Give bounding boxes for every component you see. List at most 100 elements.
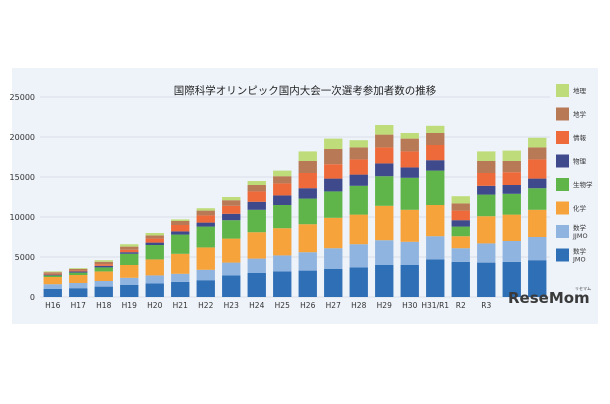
bar-segment bbox=[451, 196, 470, 204]
bar-segment bbox=[298, 270, 317, 297]
legend-swatch bbox=[556, 84, 569, 97]
bar-segment bbox=[120, 252, 139, 254]
legend-swatch bbox=[556, 201, 569, 215]
x-tick-label: H17 bbox=[71, 301, 86, 310]
x-tick-label: H27 bbox=[326, 301, 341, 310]
bar-segment bbox=[69, 269, 88, 271]
bar-segment bbox=[400, 177, 419, 210]
bar-segment bbox=[43, 277, 62, 285]
bar-segment bbox=[451, 226, 470, 237]
bar-segment bbox=[477, 243, 496, 263]
x-tick-label: H26 bbox=[300, 301, 315, 310]
bar-segment bbox=[375, 163, 394, 177]
legend-label: 物理 bbox=[573, 157, 587, 166]
bar-segment bbox=[120, 277, 139, 285]
bar-segment bbox=[502, 241, 521, 262]
bar-segment bbox=[145, 259, 164, 276]
bar-segment bbox=[145, 235, 164, 239]
bar-segment bbox=[196, 247, 215, 270]
bar-segment bbox=[196, 208, 215, 211]
bar-segment bbox=[528, 147, 547, 160]
bar-segment bbox=[43, 284, 62, 289]
bar-segment bbox=[196, 210, 215, 216]
bar-segment bbox=[273, 176, 292, 184]
bar-segment bbox=[247, 185, 266, 192]
y-tick-label: 25000 bbox=[10, 93, 35, 102]
bar-segment bbox=[145, 245, 164, 260]
bar-segment bbox=[222, 213, 241, 221]
bar-segment bbox=[502, 185, 521, 194]
x-tick-label: H28 bbox=[351, 301, 366, 310]
bar-segment bbox=[145, 283, 164, 297]
bar-segment bbox=[247, 209, 266, 233]
bar-segment bbox=[120, 249, 139, 253]
bar-segment bbox=[324, 149, 343, 165]
y-axis-tick-labels: 0 5000 10000 15000 20000 25000 bbox=[10, 93, 35, 302]
bar-segment bbox=[298, 252, 317, 271]
y-tick-label: 20000 bbox=[10, 133, 35, 142]
bar-segment bbox=[451, 210, 470, 221]
bar-segment bbox=[69, 270, 88, 272]
bar-segment bbox=[222, 262, 241, 276]
legend-swatch bbox=[556, 248, 569, 262]
bar-segment bbox=[400, 209, 419, 242]
bar-segment bbox=[145, 238, 164, 243]
bar-segment bbox=[43, 274, 62, 276]
y-tick-label: 15000 bbox=[10, 173, 35, 182]
bar-segment bbox=[298, 151, 317, 161]
bar-segment bbox=[145, 242, 164, 245]
x-tick-label: H18 bbox=[96, 301, 111, 310]
bar-segment bbox=[171, 219, 190, 221]
x-tick-label: H30 bbox=[402, 301, 417, 310]
bar-segment bbox=[375, 176, 394, 206]
bar-segment bbox=[94, 281, 113, 287]
legend-label: 生物学 bbox=[573, 180, 593, 189]
bar-segment bbox=[375, 134, 394, 148]
bar-segment bbox=[528, 237, 547, 261]
bar-segment bbox=[273, 183, 292, 196]
bar-segment bbox=[502, 214, 521, 241]
bar-segment bbox=[222, 200, 241, 206]
bar-segment bbox=[120, 246, 139, 250]
bar-segment bbox=[94, 267, 113, 272]
x-tick-label: H22 bbox=[198, 301, 213, 310]
bar-segment bbox=[528, 188, 547, 210]
bar-segment bbox=[375, 125, 394, 135]
bar-segment bbox=[69, 288, 88, 297]
bar-segment bbox=[298, 173, 317, 189]
bar-segment bbox=[451, 203, 470, 211]
bar-segment bbox=[528, 159, 547, 179]
legend-label: JJMO bbox=[572, 232, 588, 240]
bar-segment bbox=[69, 271, 88, 273]
legend-swatch bbox=[556, 154, 569, 168]
bar-segment bbox=[451, 248, 470, 262]
bar-segment bbox=[451, 261, 470, 297]
x-tick-label: R2 bbox=[456, 301, 466, 310]
bar-segment bbox=[273, 228, 292, 256]
x-axis-tick-labels: H16 H17 H18 H19 H20 H21 H22 H23 H24 H25 H26 H27 H28 H… bbox=[45, 301, 491, 310]
bar-segment bbox=[247, 273, 266, 297]
bar-segment bbox=[196, 215, 215, 223]
logo-subtext: リセマム bbox=[575, 286, 591, 291]
bar-segment bbox=[349, 140, 368, 148]
bar-segment bbox=[426, 145, 445, 161]
resemom-logo: ReseMom リセマム bbox=[508, 286, 591, 307]
bar-segment bbox=[324, 138, 343, 149]
x-tick-label: H20 bbox=[147, 301, 162, 310]
bar-segment bbox=[145, 233, 164, 236]
legend-swatch bbox=[556, 131, 569, 144]
bar-segment bbox=[273, 195, 292, 205]
bar-segment bbox=[349, 159, 368, 175]
bar-segment bbox=[349, 185, 368, 215]
bar-segment bbox=[477, 216, 496, 244]
bar-segment bbox=[196, 226, 215, 248]
legend-label: 数学 bbox=[573, 223, 587, 232]
bar-segment bbox=[69, 283, 88, 289]
bar-segment bbox=[43, 272, 62, 274]
chart-title: 国際科学オリンピック国内大会一次選考参加者数の推移 bbox=[174, 84, 437, 97]
y-tick-label: 5000 bbox=[15, 253, 35, 262]
bar-segment bbox=[247, 191, 266, 202]
x-tick-label: R3 bbox=[481, 301, 491, 310]
bar-segment bbox=[222, 205, 241, 214]
